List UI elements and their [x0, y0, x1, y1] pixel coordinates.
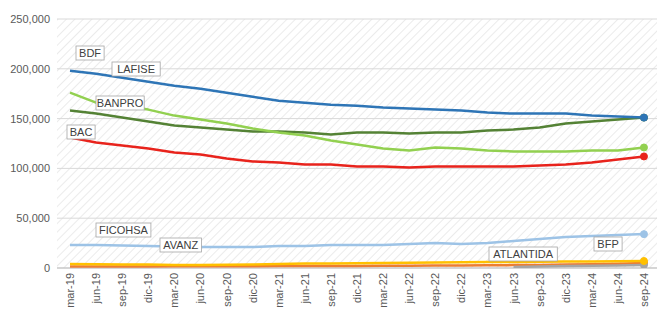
- series-label-box: [76, 46, 104, 60]
- x-tick-label: mar-21: [273, 273, 285, 308]
- x-tick-label: dic-20: [247, 273, 259, 303]
- plot-background: [57, 19, 657, 268]
- y-tick-label: 100,000: [10, 162, 50, 174]
- y-tick-label: 0: [44, 262, 50, 274]
- end-marker: [640, 231, 647, 238]
- y-tick-label: 50,000: [16, 212, 50, 224]
- y-tick-label: 200,000: [10, 63, 50, 75]
- x-tick-label: jun-24: [612, 273, 624, 305]
- chart: 0 50,000 100,000 150,000 200,000 250,000 mar-1…: [0, 0, 671, 322]
- end-marker: [640, 258, 647, 265]
- series-label: BANPRO: [97, 97, 144, 109]
- x-tick-label: sep-19: [116, 273, 128, 307]
- end-marker: [640, 114, 647, 121]
- series-label-box: [96, 223, 151, 237]
- x-tick-label: sep-23: [534, 273, 546, 307]
- end-marker: [640, 153, 647, 160]
- x-tick-label: mar-24: [586, 273, 598, 308]
- series-line: [70, 234, 644, 247]
- series-line: [70, 93, 644, 152]
- x-tick-label: dic-23: [560, 273, 572, 303]
- series-label-box: [489, 247, 557, 261]
- series-label-box: [112, 62, 160, 76]
- series-label: AVANZ: [163, 239, 198, 251]
- x-tick-label: jun-23: [508, 273, 520, 305]
- y-tick-label: 150,000: [10, 113, 50, 125]
- series-label: BFP: [597, 238, 618, 250]
- x-tick-label: sep-21: [325, 273, 337, 307]
- series-label-box: [96, 96, 144, 110]
- x-tick-label: jun-21: [299, 273, 311, 305]
- x-tick-label: jun-22: [403, 273, 415, 305]
- x-tick-label: jun-20: [194, 273, 206, 305]
- series-line: [514, 265, 645, 267]
- series-group: [70, 71, 647, 268]
- series-label: BDF: [79, 47, 101, 59]
- grid-line: [57, 168, 657, 169]
- x-tick-label: sep-24: [638, 273, 650, 307]
- series-label-box: [594, 237, 622, 251]
- x-tick-label: jun-19: [90, 273, 102, 305]
- series-label: FICOHSA: [99, 224, 149, 236]
- series-label: BAC: [70, 126, 93, 138]
- grid-line: [57, 19, 657, 20]
- end-marker: [640, 144, 647, 151]
- series-line: [70, 261, 644, 265]
- series-label: ATLANTIDA: [493, 248, 553, 260]
- x-tick-label: dic-22: [455, 273, 467, 303]
- x-tick-label: dic-19: [142, 273, 154, 303]
- x-tick-label: mar-20: [168, 273, 180, 308]
- series-line: [70, 71, 644, 118]
- x-tick-label: sep-20: [221, 273, 233, 307]
- x-tick-label: mar-23: [481, 273, 493, 308]
- end-marker: [640, 114, 647, 121]
- grid-line: [57, 118, 657, 119]
- x-tick-label: mar-19: [64, 273, 76, 308]
- x-tick-label: sep-22: [429, 273, 441, 307]
- y-tick-label: 250,000: [10, 13, 50, 25]
- grid-line: [57, 218, 657, 219]
- series-label-box: [160, 238, 202, 252]
- x-tick-label: dic-21: [351, 273, 363, 303]
- series-label-box: [67, 125, 95, 139]
- series-label: LAFISE: [117, 63, 155, 75]
- x-tick-label: mar-22: [377, 273, 389, 308]
